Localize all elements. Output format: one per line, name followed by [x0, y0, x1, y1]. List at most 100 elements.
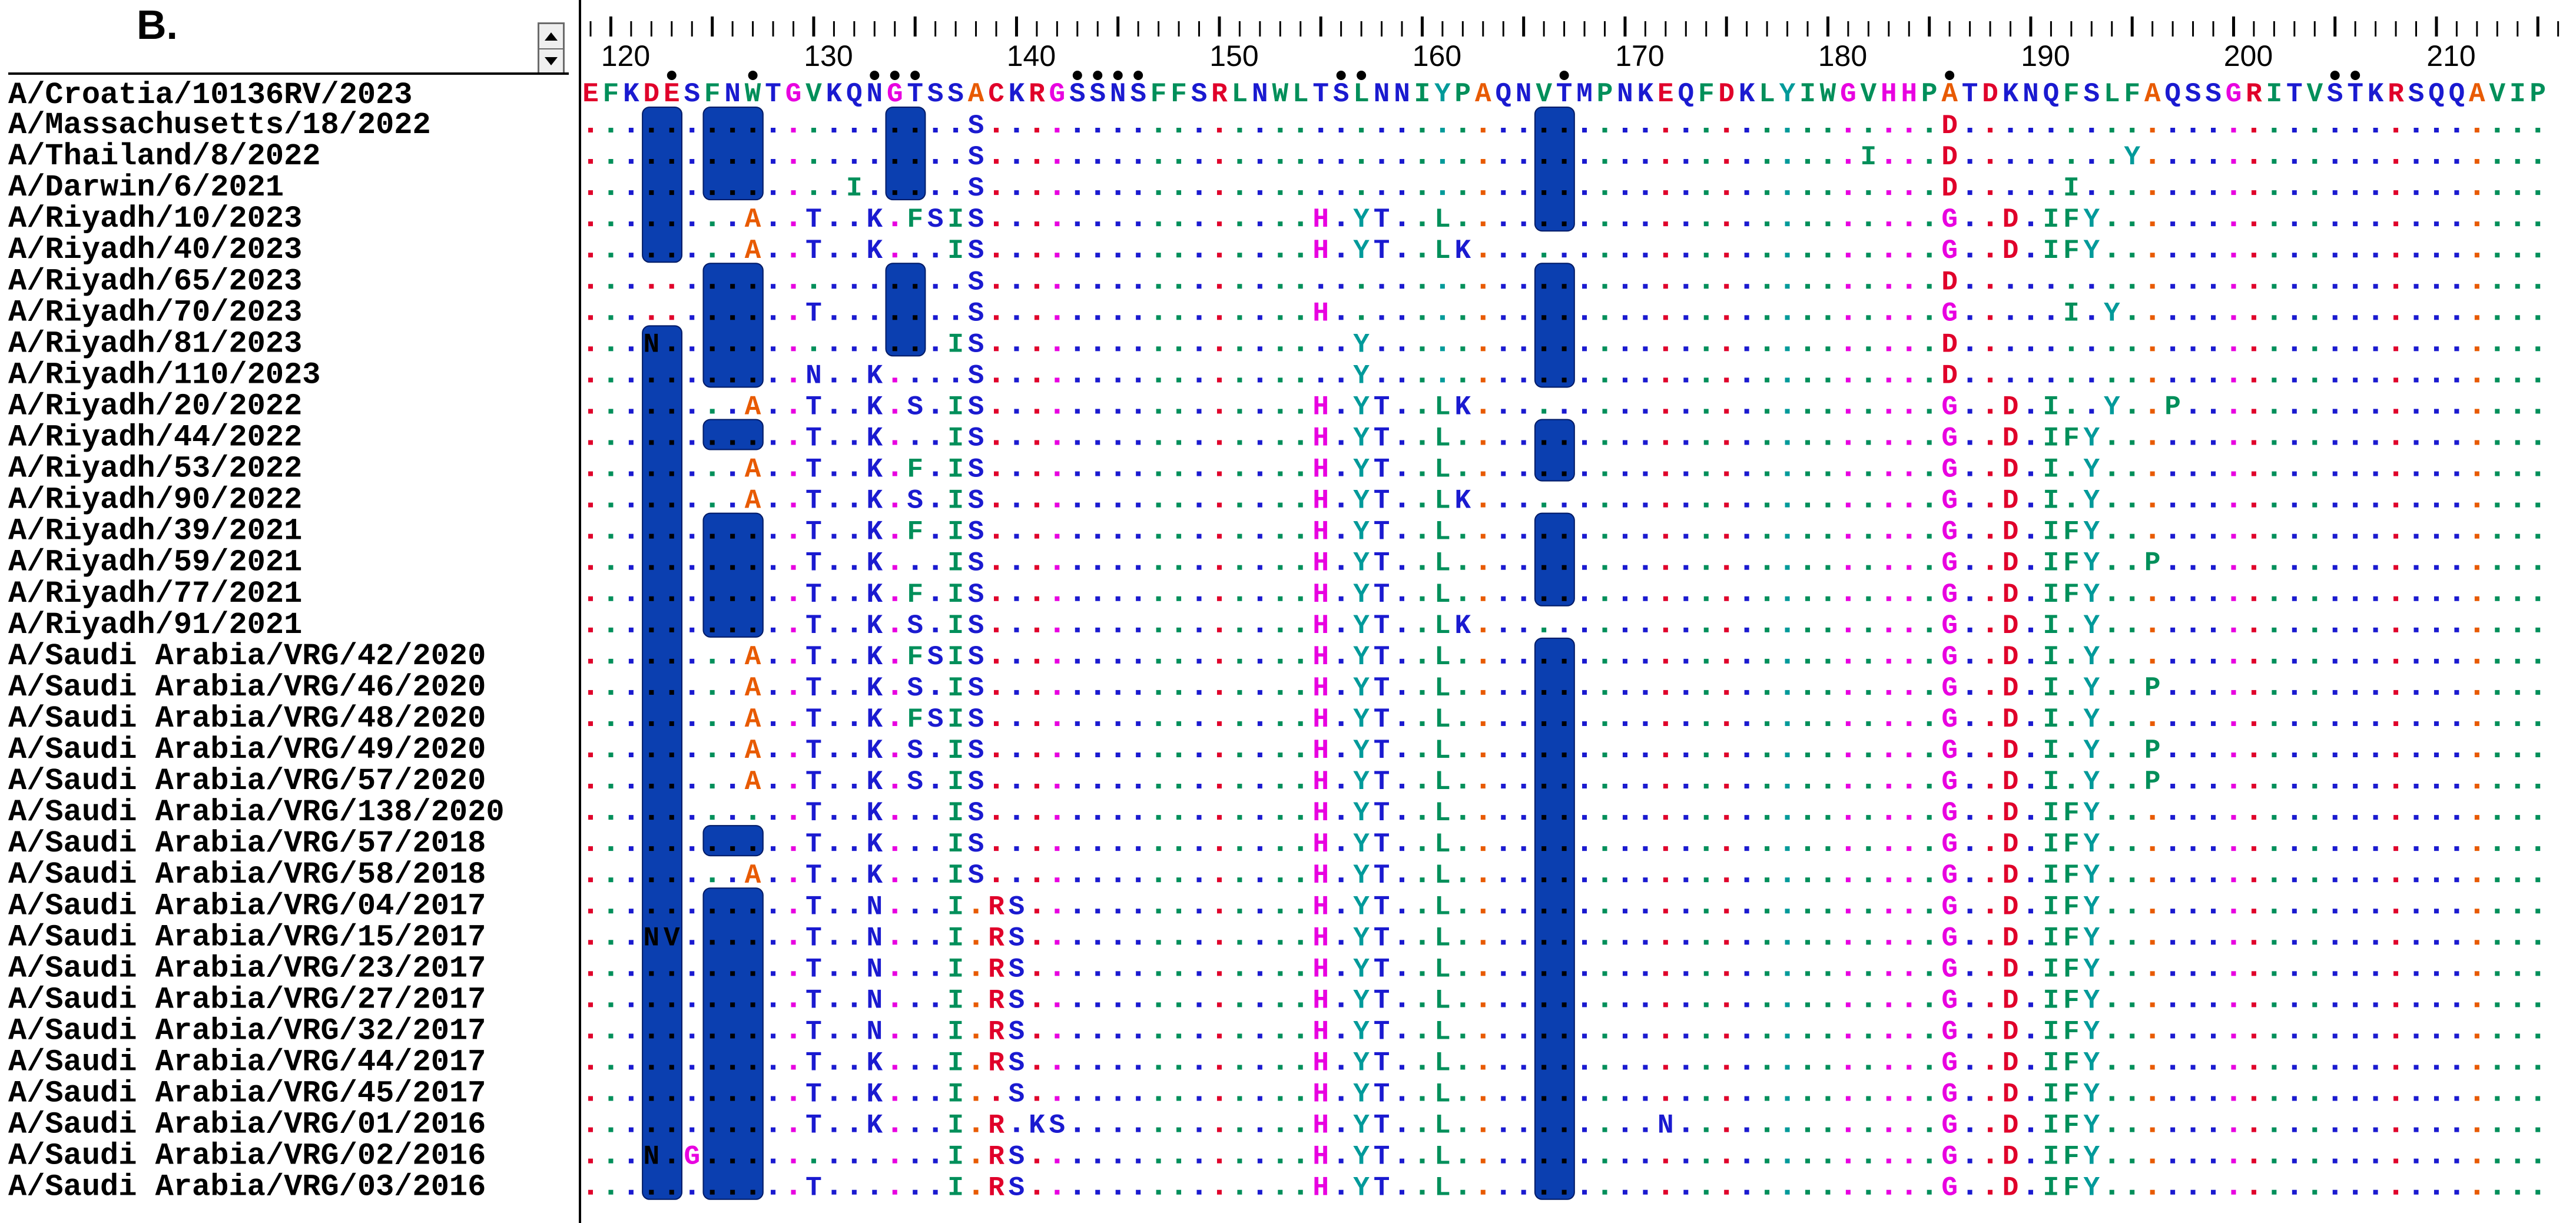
identity-dot — [2211, 658, 2216, 664]
identity-dot — [1643, 1158, 1648, 1164]
identity-dot — [1521, 596, 1526, 601]
identity-dot — [1379, 346, 1384, 352]
substitution-residue: I — [947, 1111, 964, 1141]
identity-dot — [2454, 1127, 2459, 1132]
identity-dot — [1825, 940, 1831, 945]
substitution-residue: S — [968, 642, 984, 672]
glycosylation-site-box — [702, 419, 764, 450]
identity-dot — [1886, 596, 1891, 601]
ruler-label: 180 — [1818, 39, 1867, 72]
identity-dot — [771, 377, 776, 383]
identity-dot — [730, 1033, 735, 1039]
identity-dot — [1501, 221, 1506, 227]
identity-dot — [2373, 1065, 2378, 1070]
identity-dot — [1907, 971, 1912, 976]
identity-dot — [933, 846, 938, 851]
identity-dot — [2231, 1158, 2236, 1164]
identity-dot — [1257, 128, 1262, 132]
identity-dot — [628, 753, 634, 757]
identity-dot — [1582, 409, 1587, 414]
identity-dot — [1034, 471, 1039, 476]
row-spinner[interactable] — [538, 22, 565, 74]
identity-dot — [1196, 253, 1202, 258]
identity-dot — [1521, 190, 1526, 195]
identity-dot — [2353, 190, 2358, 195]
identity-dot — [933, 753, 938, 757]
substitution-residue: G — [1941, 298, 1958, 329]
identity-dot — [1744, 909, 1749, 914]
identity-dot — [2150, 877, 2155, 883]
identity-dot — [689, 502, 695, 508]
identity-dot — [2495, 502, 2500, 508]
identity-dot — [669, 409, 674, 414]
identity-dot — [588, 815, 593, 820]
identity-dot — [1866, 721, 1871, 726]
identity-dot — [1501, 1158, 1506, 1164]
identity-dot — [2495, 533, 2500, 539]
identity-dot — [1927, 1096, 1932, 1101]
identity-dot — [2373, 190, 2378, 195]
identity-dot — [1582, 440, 1587, 445]
identity-dot — [1055, 1189, 1060, 1195]
scroll-up-button[interactable] — [539, 24, 563, 49]
identity-dot — [1622, 596, 1627, 601]
identity-dot — [1683, 159, 1689, 164]
sequence-name: A/Riyadh/40/2023 — [8, 233, 302, 267]
identity-dot — [2272, 1002, 2277, 1007]
substitution-residue: G — [1941, 579, 1958, 610]
reference-residue: F — [2124, 79, 2140, 110]
substitution-residue: R — [988, 1016, 1004, 1047]
identity-dot — [1257, 846, 1262, 851]
identity-dot — [2130, 221, 2135, 227]
identity-dot — [1927, 440, 1932, 445]
identity-dot — [1136, 159, 1141, 164]
identity-dot — [1541, 409, 1547, 414]
identity-dot — [1663, 565, 1668, 570]
substitution-residue: I — [2043, 767, 2060, 797]
substitution-residue: Y — [1353, 1048, 1370, 1079]
identity-dot — [1420, 877, 1425, 883]
substitution-residue: Y — [2083, 1142, 2100, 1172]
identity-dot — [1825, 1189, 1831, 1195]
identity-dot — [2231, 846, 2236, 851]
sequence-name: A/Saudi Arabia/VRG/27/2017 — [8, 982, 486, 1017]
identity-dot — [2434, 284, 2439, 289]
identity-dot — [1561, 1065, 1567, 1070]
identity-dot — [2373, 690, 2378, 695]
identity-dot — [1075, 565, 1080, 570]
identity-dot — [2150, 1158, 2155, 1164]
identity-dot — [2231, 565, 2236, 570]
identity-dot — [1196, 190, 1202, 195]
identity-dot — [1400, 221, 1404, 227]
reference-residue: Q — [1495, 79, 1511, 110]
identity-dot — [1521, 940, 1526, 945]
identity-dot — [1724, 846, 1729, 851]
identity-dot — [973, 971, 979, 976]
identity-dot — [2413, 1002, 2419, 1007]
identity-dot — [1561, 346, 1567, 352]
substitution-residue: T — [1374, 860, 1390, 891]
identity-dot — [1460, 1096, 1466, 1101]
identity-dot — [1967, 1096, 1972, 1101]
substitution-residue: R — [988, 923, 1004, 953]
scroll-down-button[interactable] — [539, 49, 563, 73]
identity-dot — [1765, 471, 1770, 476]
identity-dot — [1480, 1065, 1486, 1070]
identity-dot — [1055, 1065, 1060, 1070]
identity-dot — [2474, 128, 2479, 132]
identity-dot — [1501, 440, 1506, 445]
identity-dot — [1400, 940, 1404, 945]
identity-dot — [1845, 721, 1851, 726]
identity-dot — [2251, 1096, 2256, 1101]
identity-dot — [1785, 190, 1790, 195]
identity-dot — [2312, 440, 2318, 445]
identity-dot — [689, 846, 695, 851]
identity-dot — [1115, 721, 1120, 726]
identity-dot — [2353, 940, 2358, 945]
identity-dot — [2272, 1127, 2277, 1132]
identity-dot — [1034, 128, 1039, 132]
identity-dot — [1643, 471, 1648, 476]
identity-dot — [1034, 502, 1039, 508]
identity-dot — [689, 1189, 695, 1195]
identity-dot — [1805, 596, 1810, 601]
